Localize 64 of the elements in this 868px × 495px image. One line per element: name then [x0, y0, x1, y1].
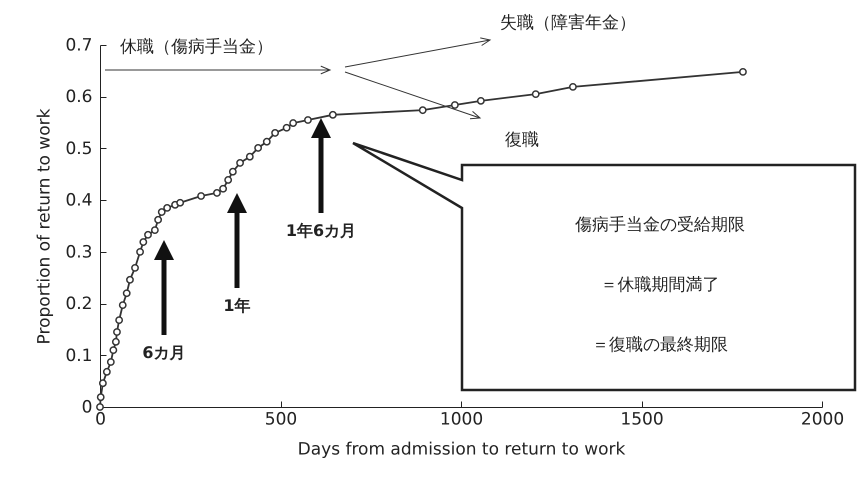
- y-tick-label: 0.2: [65, 294, 92, 314]
- point: [224, 176, 232, 184]
- point: [219, 184, 228, 193]
- point: [289, 119, 298, 127]
- x-tick-label: 2000: [800, 410, 844, 430]
- text: 失職（障害年金）: [500, 13, 636, 33]
- point: [96, 403, 104, 411]
- point: [96, 393, 105, 402]
- point: [236, 159, 244, 167]
- point: [262, 138, 271, 146]
- x-tick-label: 0: [95, 410, 106, 430]
- annotation: ＝休職期間満了: [600, 275, 720, 295]
- point: [122, 289, 131, 298]
- point: [254, 144, 262, 152]
- point: [118, 301, 127, 310]
- point: [112, 338, 120, 346]
- point: [271, 129, 279, 137]
- point: [102, 368, 111, 376]
- point: [176, 198, 184, 207]
- point: [139, 238, 148, 246]
- point: [131, 264, 139, 272]
- point: [154, 216, 162, 224]
- x-tick-label: 1500: [620, 410, 664, 430]
- point: [115, 316, 124, 324]
- point: [150, 226, 159, 234]
- point: [569, 82, 577, 91]
- point: [144, 230, 152, 239]
- point: [328, 110, 337, 119]
- annotation: 1年6カ月: [286, 221, 356, 240]
- annotation: 傷病手当金の受給期限: [574, 215, 745, 235]
- annotation: 6カ月: [142, 343, 186, 362]
- point: [246, 152, 254, 161]
- point: [418, 106, 427, 114]
- y-tick-label: 0.5: [65, 138, 92, 159]
- point: [739, 68, 747, 76]
- y-axis-title: Proportion of return to work: [34, 108, 54, 344]
- point: [109, 346, 118, 354]
- y-tick-label: 0.4: [65, 190, 92, 211]
- y-tick-label: 0.1: [65, 346, 92, 366]
- point: [450, 101, 459, 109]
- y-tick-label: 0.6: [65, 87, 92, 108]
- annotation: 休職（傷病手当金）: [120, 37, 273, 57]
- point: [106, 358, 115, 366]
- point: [532, 90, 540, 98]
- point: [282, 124, 291, 132]
- point: [98, 379, 107, 388]
- annotation: 1年: [223, 296, 251, 315]
- y-tick-label: 0.7: [65, 36, 92, 56]
- point: [213, 188, 221, 197]
- point: [197, 192, 205, 200]
- point: [476, 96, 485, 105]
- annotation: ＝復職の最終期限: [592, 335, 728, 355]
- point: [158, 208, 166, 216]
- x-tick-label: 500: [264, 410, 298, 430]
- annotation: 復職: [505, 130, 539, 150]
- point: [163, 204, 172, 212]
- point: [228, 168, 237, 176]
- point: [304, 116, 312, 124]
- point: [126, 276, 134, 284]
- point: [113, 328, 121, 336]
- point: [136, 248, 144, 256]
- x-tick-label: 1000: [440, 410, 484, 430]
- y-tick-label: 0.3: [65, 242, 92, 262]
- x-axis-title: Days from admission to return to work: [298, 440, 626, 460]
